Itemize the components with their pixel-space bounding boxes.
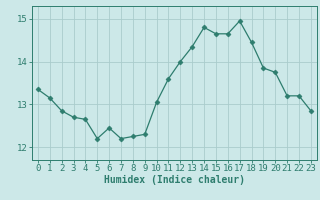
X-axis label: Humidex (Indice chaleur): Humidex (Indice chaleur) (104, 175, 245, 185)
